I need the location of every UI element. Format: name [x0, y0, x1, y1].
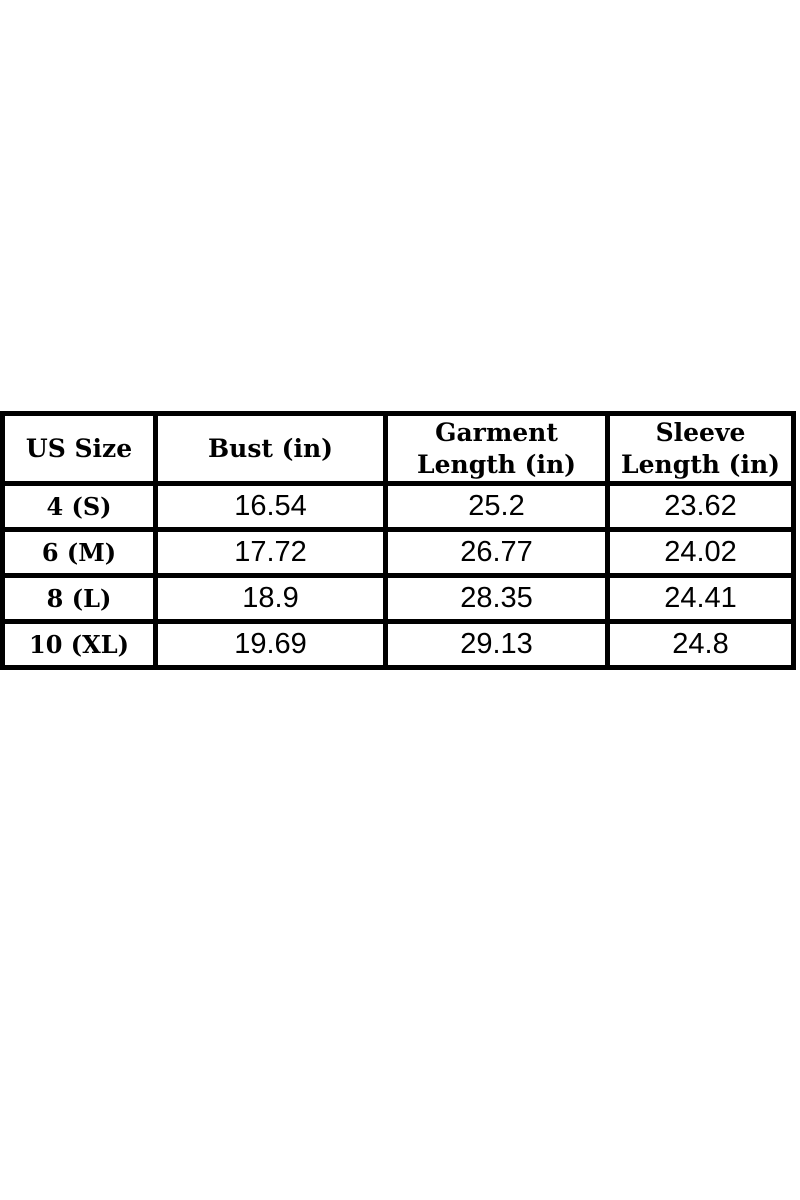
- sleeve-length-value-cell: 24.41: [605, 573, 796, 624]
- column-header-garment-length: Garment Length (in): [383, 411, 610, 486]
- header-row: US Size Bust (in) Garment Length (in) Sl…: [0, 411, 796, 486]
- sleeve-length-value-cell: 24.8: [605, 619, 796, 670]
- column-header-us-size: US Size: [0, 411, 158, 486]
- garment-length-value-cell: 29.13: [383, 619, 610, 670]
- bust-value-cell: 17.72: [153, 527, 388, 578]
- table-row-size-8l: 8 (L) 18.9 28.35 24.41: [0, 573, 796, 624]
- size-cell: 8 (L): [0, 573, 158, 624]
- sleeve-length-value-cell: 24.02: [605, 527, 796, 578]
- size-cell: 10 (XL): [0, 619, 158, 670]
- size-cell: 6 (M): [0, 527, 158, 578]
- garment-length-value-cell: 28.35: [383, 573, 610, 624]
- column-header-bust: Bust (in): [153, 411, 388, 486]
- bust-value-cell: 19.69: [153, 619, 388, 670]
- column-header-sleeve-length: Sleeve Length (in): [605, 411, 796, 486]
- table-row-size-10xl: 10 (XL) 19.69 29.13 24.8: [0, 619, 796, 670]
- size-chart-table: US Size Bust (in) Garment Length (in) Sl…: [0, 411, 796, 670]
- bust-value-cell: 16.54: [153, 481, 388, 532]
- garment-length-value-cell: 26.77: [383, 527, 610, 578]
- table-row-size-4s: 4 (S) 16.54 25.2 23.62: [0, 481, 796, 532]
- bust-value-cell: 18.9: [153, 573, 388, 624]
- garment-length-value-cell: 25.2: [383, 481, 610, 532]
- sleeve-length-value-cell: 23.62: [605, 481, 796, 532]
- table-row-size-6m: 6 (M) 17.72 26.77 24.02: [0, 527, 796, 578]
- size-cell: 4 (S): [0, 481, 158, 532]
